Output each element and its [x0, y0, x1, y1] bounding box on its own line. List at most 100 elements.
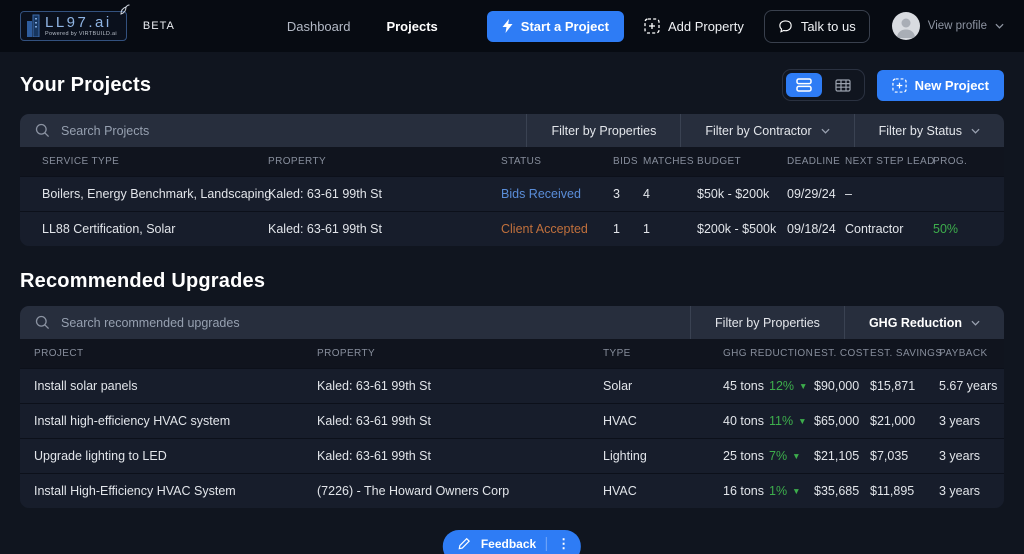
cell-type: HVAC	[603, 414, 637, 428]
col-status: STATUS	[501, 156, 542, 167]
cell-ghg-reduction: 40 tons 11% ▼	[723, 414, 814, 428]
cell-property: Kaled: 63-61 99th St	[268, 222, 382, 236]
sort-label: GHG Reduction	[868, 315, 962, 330]
triangle-down-icon: ▼	[799, 380, 808, 391]
col-next-step-lead: NEXT STEP LEAD	[845, 156, 935, 167]
building-icon	[26, 13, 41, 38]
ghg-percent: 7%	[769, 449, 788, 463]
kebab-menu-icon[interactable]: ⋮	[557, 535, 571, 551]
cell-property: Kaled: 63-61 99th St	[268, 187, 382, 201]
table-row[interactable]: LL88 Certification, Solar Kaled: 63-61 9…	[20, 211, 1004, 246]
cell-ghg-reduction: 16 tons 1% ▼	[723, 484, 814, 498]
ghg-percent: 12%	[769, 379, 795, 393]
start-project-label: Start a Project	[520, 18, 609, 34]
ghg-reduction-sort-dropdown[interactable]: GHG Reduction	[843, 306, 1004, 339]
cell-bids: 1	[613, 222, 620, 236]
feedback-label: Feedback	[480, 536, 537, 551]
triangle-down-icon: ▼	[792, 485, 801, 496]
cell-ghg-reduction: 25 tons 7% ▼	[723, 449, 814, 463]
leaf-icon	[118, 4, 130, 16]
ghg-percent: 11%	[769, 414, 794, 428]
table-row[interactable]: Boilers, Energy Benchmark, Landscaping K…	[20, 176, 1004, 211]
upgrades-search-input[interactable]	[61, 315, 676, 330]
cell-project: Install solar panels	[34, 379, 138, 393]
top-navigation-bar: LL97.ai Powered by VIRTBUILD.ai BETA Das…	[0, 0, 1024, 52]
cell-property: Kaled: 63-61 99th St	[317, 379, 431, 393]
col-matches: MATCHES	[643, 156, 694, 167]
cell-type: Lighting	[603, 449, 647, 463]
add-property-button[interactable]: Add Property	[638, 10, 750, 42]
chevron-down-icon	[971, 128, 980, 134]
app-logo[interactable]: LL97.ai Powered by VIRTBUILD.ai	[20, 4, 130, 42]
filter-by-properties-button[interactable]: Filter by Properties	[526, 114, 680, 147]
col-est-savings: EST. SAVINGS	[870, 348, 943, 359]
recommended-upgrades-header: Recommended Upgrades	[20, 270, 1004, 293]
table-row[interactable]: Install high-efficiency HVAC system Kale…	[20, 403, 1004, 438]
section-title: Recommended Upgrades	[20, 270, 266, 292]
cell-type: HVAC	[603, 484, 637, 498]
upgrades-toolbar: Filter by Properties GHG Reduction	[20, 306, 1004, 339]
cell-type: Solar	[603, 379, 633, 393]
col-project: PROJECT	[34, 348, 84, 359]
filter-by-contractor-button[interactable]: Filter by Contractor	[680, 114, 853, 147]
upgrades-searchbox	[20, 306, 690, 339]
ghg-tons: 25 tons	[723, 449, 765, 463]
col-type: TYPE	[603, 348, 631, 359]
cell-est-savings: $11,895	[870, 484, 915, 498]
cell-est-cost: $21,105	[814, 449, 860, 463]
cell-project: Install high-efficiency HVAC system	[34, 414, 231, 428]
upgrades-table-card: Filter by Properties GHG Reduction PROJE…	[20, 306, 1004, 508]
cell-payback: 3 years	[939, 414, 980, 428]
grid-view-button[interactable]	[825, 73, 861, 97]
filter-by-properties-button[interactable]: Filter by Properties	[690, 306, 844, 339]
cell-property: Kaled: 63-61 99th St	[317, 449, 431, 463]
cell-service-type: LL88 Certification, Solar	[42, 222, 176, 236]
profile-menu[interactable]: View profile	[891, 12, 1004, 40]
cell-est-savings: $21,000	[870, 414, 916, 428]
projects-search-input[interactable]	[61, 123, 512, 138]
table-row[interactable]: Install solar panels Kaled: 63-61 99th S…	[20, 368, 1004, 403]
cell-deadline: 09/29/24	[787, 187, 836, 201]
logo-title: LL97.ai	[45, 13, 112, 31]
view-toggle	[781, 69, 865, 101]
ghg-tons: 40 tons	[723, 414, 765, 428]
feedback-button[interactable]: Feedback ⋮	[442, 530, 582, 554]
cell-next-step-lead: Contractor	[845, 222, 904, 236]
cell-budget: $200k - $500k	[697, 222, 777, 236]
chevron-down-icon	[971, 320, 980, 326]
cell-budget: $50k - $200k	[697, 187, 770, 201]
add-square-icon	[644, 18, 660, 34]
col-bids: BIDS	[613, 156, 638, 167]
chat-icon	[778, 19, 793, 34]
col-ghg-reduction: GHG REDUCTION	[723, 348, 814, 359]
col-service-type: SERVICE TYPE	[42, 156, 120, 167]
cell-deadline: 09/18/24	[787, 222, 836, 236]
lightning-icon	[502, 19, 513, 33]
nav-projects[interactable]: Projects	[386, 18, 438, 34]
cell-ghg-reduction: 45 tons 12% ▼	[723, 379, 814, 393]
cell-bids: 3	[613, 187, 620, 201]
avatar	[891, 12, 920, 40]
talk-to-us-button[interactable]: Talk to us	[763, 9, 870, 43]
filter-label: Filter by Status	[878, 123, 962, 138]
filter-label: Filter by Properties	[551, 123, 657, 138]
table-row[interactable]: Upgrade lighting to LED Kaled: 63-61 99t…	[20, 438, 1004, 473]
cell-property: (7226) - The Howard Owners Corp	[317, 484, 510, 498]
nav-dashboard[interactable]: Dashboard	[286, 18, 351, 34]
filter-by-status-button[interactable]: Filter by Status	[853, 114, 1004, 147]
search-icon	[35, 315, 50, 330]
col-deadline: DEADLINE	[787, 156, 841, 167]
table-row[interactable]: Install High-Efficiency HVAC System (722…	[20, 473, 1004, 508]
triangle-down-icon: ▼	[792, 450, 801, 461]
cell-service-type: Boilers, Energy Benchmark, Landscaping	[42, 187, 272, 201]
start-project-button[interactable]: Start a Project	[486, 10, 624, 42]
add-square-icon	[891, 77, 907, 93]
grid-view-icon	[834, 78, 851, 92]
cell-prog: 50%	[933, 222, 959, 236]
list-view-button[interactable]	[785, 73, 822, 97]
col-prog: PROG.	[933, 156, 968, 167]
new-project-button[interactable]: New Project	[876, 69, 1004, 101]
status-badge: Bids Received	[501, 187, 581, 201]
projects-table-card: Filter by Properties Filter by Contracto…	[20, 114, 1004, 246]
col-budget: BUDGET	[697, 156, 742, 167]
